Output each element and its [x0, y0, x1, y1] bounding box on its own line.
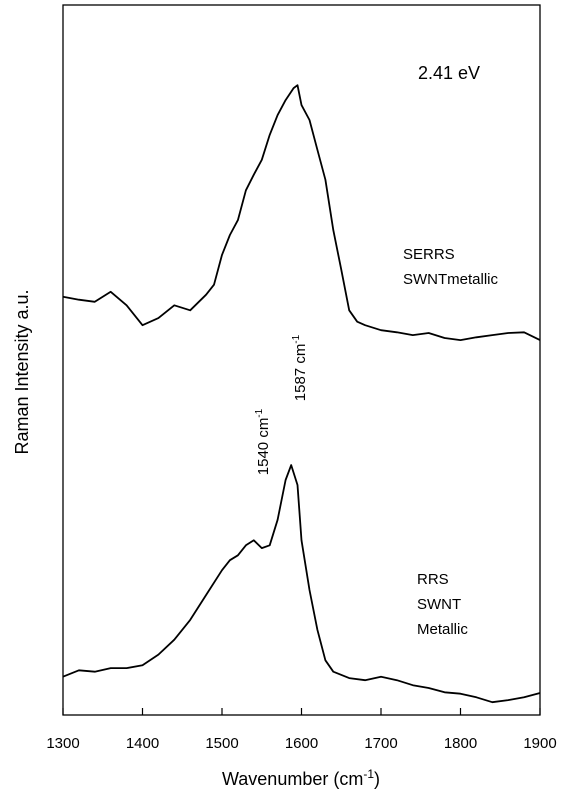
x-tick-label: 1400 [126, 735, 159, 752]
peak-label-text: 1540 cm [255, 418, 272, 476]
x-label-text: ) [374, 769, 380, 789]
x-tick-label: 1300 [46, 735, 79, 752]
x-tick-label: 1900 [523, 735, 556, 752]
x-tick-label: 1600 [285, 735, 318, 752]
series-label: RRS [417, 571, 449, 588]
peak-label-sup: -1 [291, 334, 302, 343]
spectrum-line [62, 464, 541, 704]
energy-label: 2.41 eV [418, 63, 480, 83]
peak-label-text: 1587 cm [292, 344, 309, 402]
series-label: SWNTmetallic [403, 271, 499, 288]
x-tick-label: 1800 [444, 735, 477, 752]
y-axis-label: Raman Intensity a.u. [12, 289, 32, 454]
x-label-sup: -1 [363, 767, 374, 781]
x-label-text: Wavenumber (cm [222, 769, 363, 789]
peak-label: 1540 cm-1 [254, 408, 272, 475]
spectrum-line [62, 84, 541, 341]
peak-label: 1587 cm-1 [291, 334, 309, 401]
peak-label-sup: -1 [254, 408, 265, 417]
series-label: SERRS [403, 246, 455, 263]
x-axis-label: Wavenumber (cm-1) [222, 767, 380, 789]
x-tick-label: 1700 [364, 735, 397, 752]
series-label: SWNT [417, 596, 461, 613]
series-label: Metallic [417, 621, 468, 638]
x-tick-label: 1500 [205, 735, 238, 752]
